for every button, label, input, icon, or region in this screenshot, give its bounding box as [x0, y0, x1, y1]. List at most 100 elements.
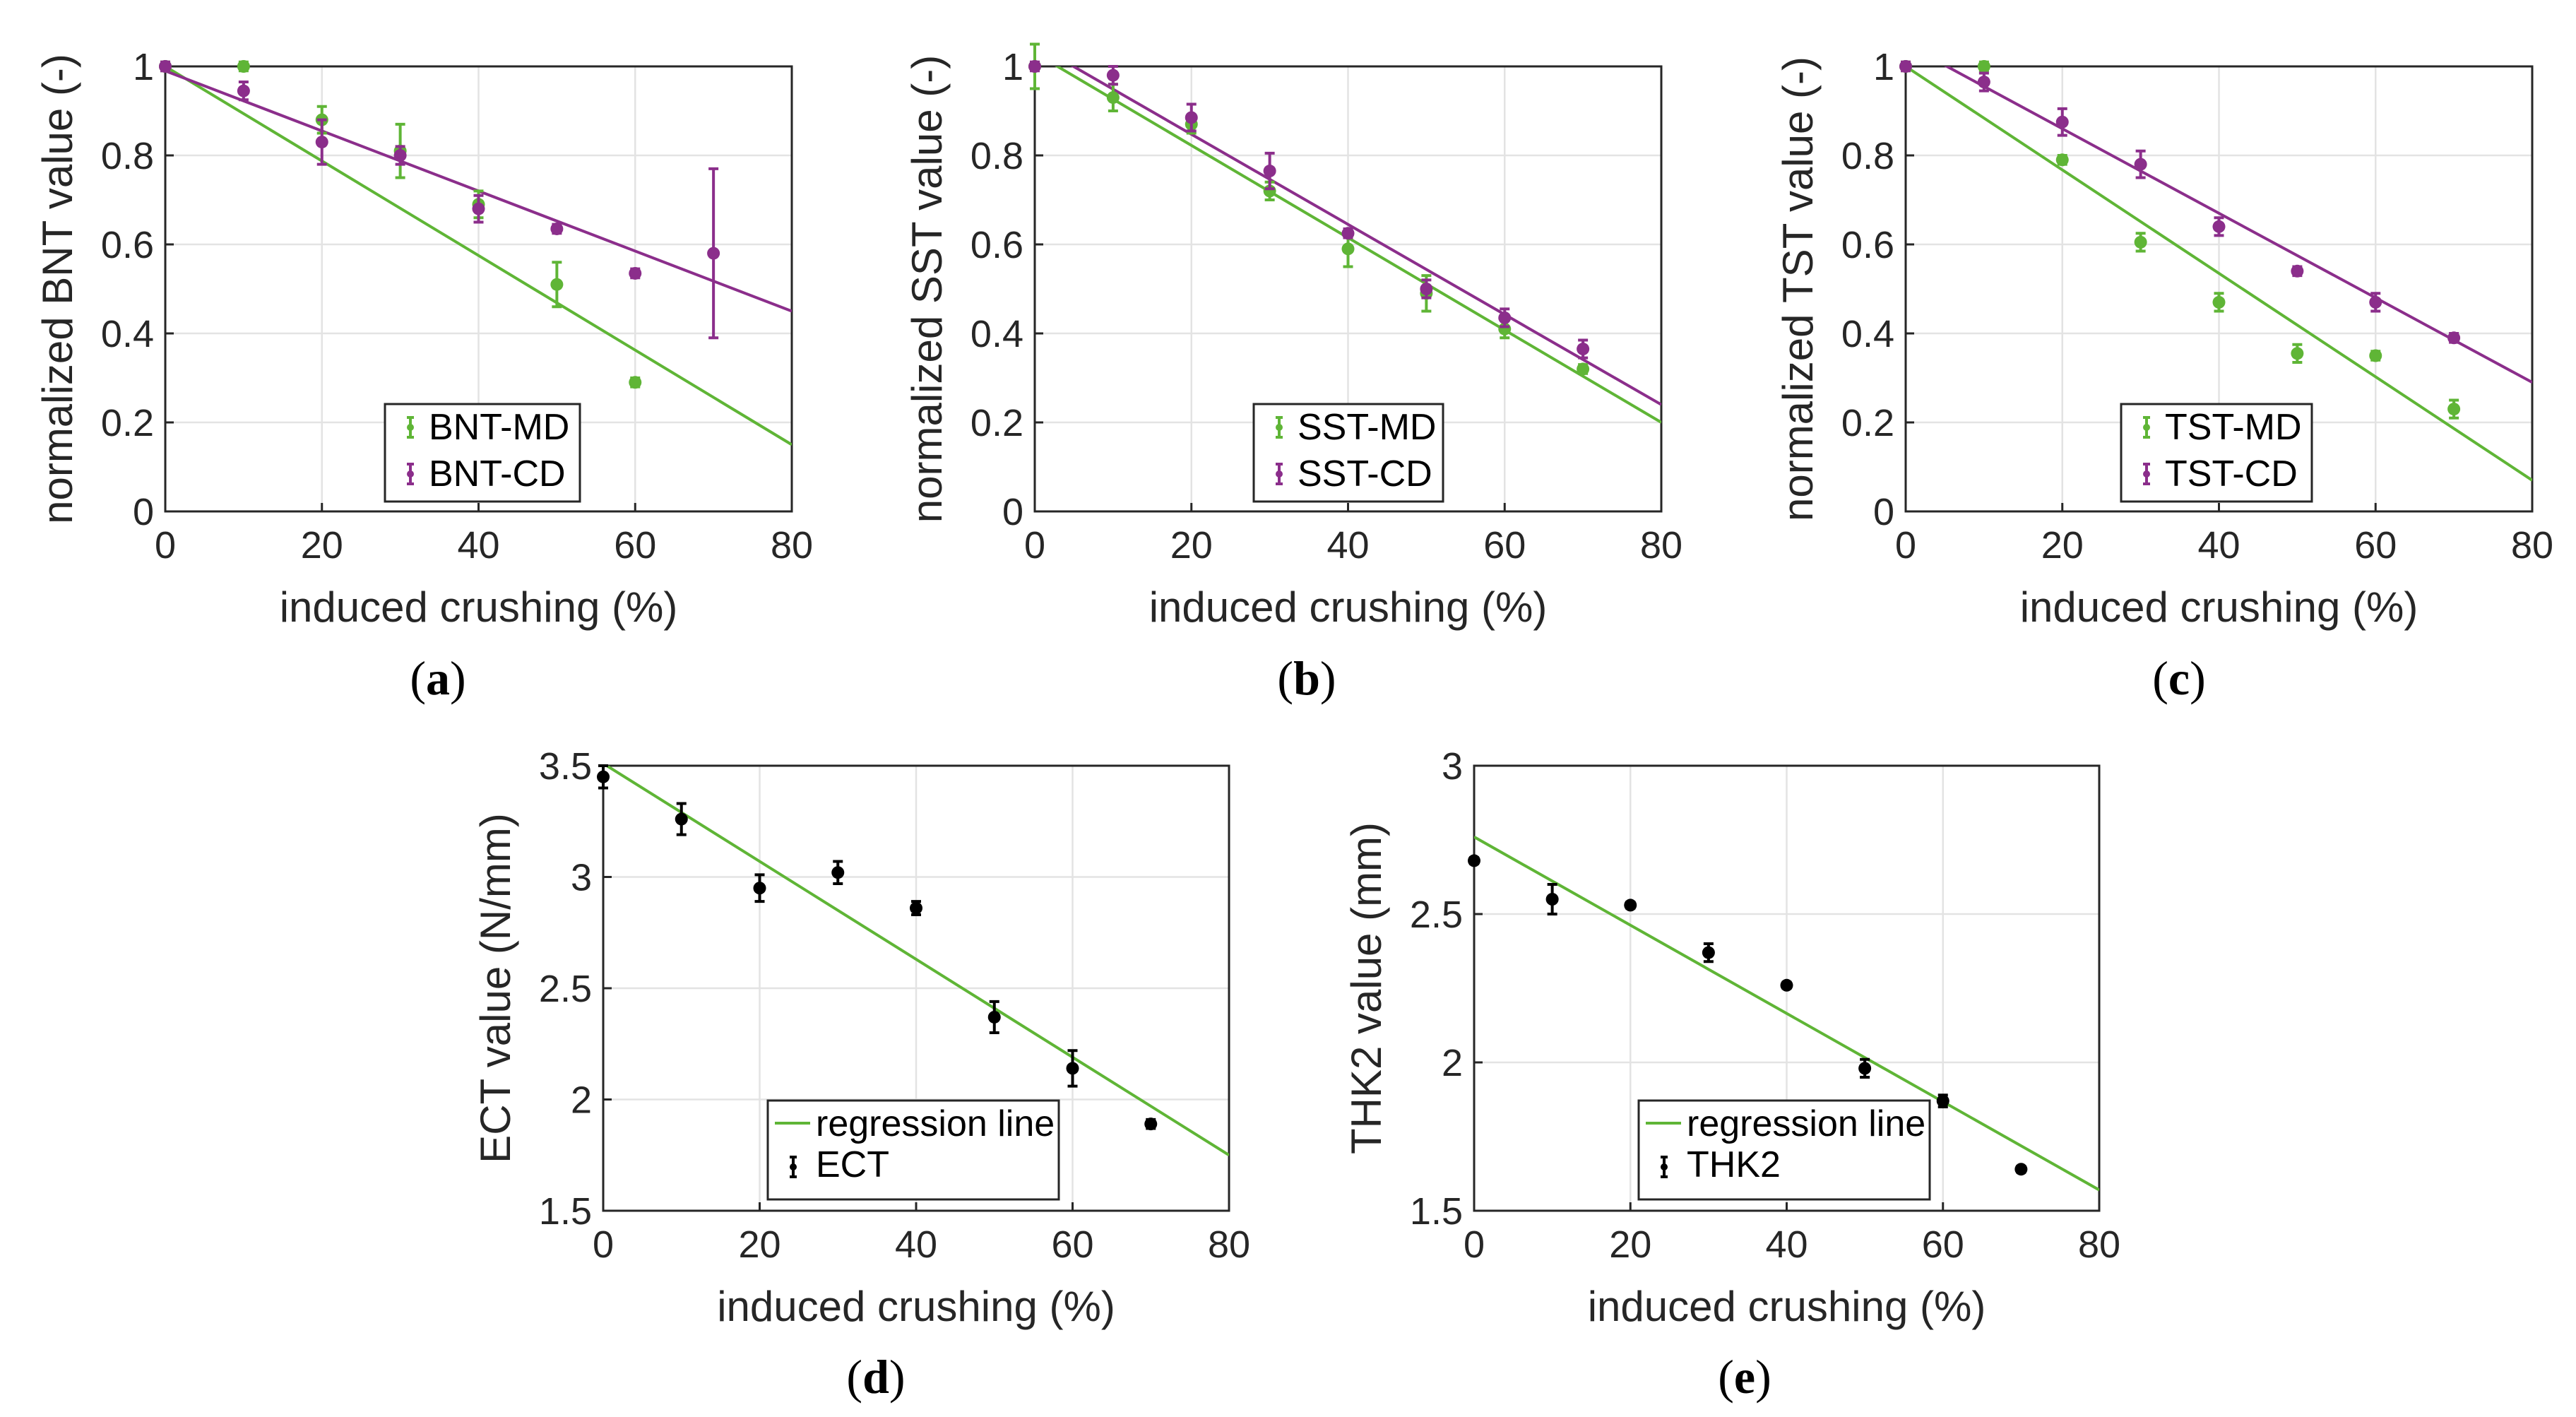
- panel-letter: e: [1734, 1350, 1755, 1404]
- y-tick-label: 2.5: [1410, 894, 1463, 936]
- data-point-tst-md: [2447, 403, 2461, 416]
- y-tick-label: 0.2: [971, 402, 1023, 444]
- y-tick-label: 3: [571, 857, 592, 899]
- y-tick-label: 0.4: [1841, 313, 1894, 355]
- y-axis-title: ECT value (N/mm): [472, 813, 519, 1163]
- chart-panel-e: 0 20 40 60 80 1.5 2 2.5 3 induced crushing (%) THK…: [1343, 745, 2120, 1404]
- data-point-thk2: [1624, 899, 1637, 912]
- legend-marker-dot: [1276, 470, 1283, 478]
- y-tick-label: 0.4: [101, 313, 154, 355]
- data-point-tst-cd: [1977, 76, 1990, 89]
- data-point-ect: [1144, 1117, 1158, 1131]
- legend-box: [1252, 403, 1444, 503]
- data-point-bnt-cd: [159, 60, 172, 73]
- data-point-ect: [910, 901, 922, 915]
- data-point-bnt-cd: [393, 149, 407, 162]
- panel-label: (c): [2152, 651, 2206, 705]
- legend-box: [384, 403, 581, 503]
- legend-box: [1637, 1099, 1931, 1201]
- regression-line-bnt-md: [165, 66, 792, 446]
- data-point-bnt-md: [550, 278, 564, 291]
- legend-box: [766, 1099, 1060, 1201]
- regression-line-tst-md: [1906, 66, 2532, 482]
- y-axis-title: normalized SST value (-): [903, 55, 951, 523]
- data-point-tst-cd: [2212, 220, 2226, 233]
- data-point-tst-md: [2134, 235, 2147, 249]
- x-tick-label: 0: [1895, 524, 1916, 567]
- data-point-tst-cd: [2134, 158, 2147, 171]
- data-point-thk2: [1858, 1062, 1872, 1075]
- x-tick-label: 0: [593, 1223, 614, 1266]
- data-point-tst-cd: [1899, 60, 1912, 73]
- data-point-bnt-cd: [707, 247, 720, 260]
- y-tick-label: 2: [1442, 1042, 1463, 1084]
- regression-line-sst-cd: [1070, 66, 1661, 406]
- panel-label: (d): [846, 1350, 905, 1404]
- data-point-thk2: [1780, 978, 1793, 992]
- y-axis-title: normalized TST value (-): [1774, 57, 1822, 521]
- data-point-tst-md: [2369, 349, 2382, 362]
- panel-letter: d: [862, 1350, 889, 1404]
- legend-label-series: THK2: [1687, 1144, 1781, 1185]
- y-tick-label: 1: [1873, 46, 1894, 88]
- data-point-sst-cd: [1420, 283, 1433, 295]
- data-point-bnt-cd: [629, 266, 642, 280]
- regression-line-tst-cd: [1944, 66, 2532, 384]
- y-tick-label: 3: [1442, 745, 1463, 788]
- data-point-sst-cd: [1341, 227, 1355, 240]
- legend-marker-dot: [407, 470, 414, 478]
- legend-label-tst-cd: TST-CD: [2165, 453, 2298, 494]
- x-tick-label: 80: [1640, 524, 1682, 567]
- y-tick-label: 1: [1002, 46, 1023, 88]
- data-point-sst-cd: [1106, 69, 1120, 82]
- regression-line-thk2: [1474, 836, 2099, 1192]
- data-point-bnt-cd: [237, 84, 250, 97]
- legend-marker-dot: [790, 1163, 797, 1170]
- data-point-sst-cd: [1263, 165, 1276, 178]
- data-point-thk2: [1702, 946, 1715, 959]
- x-tick-label: 20: [1609, 1223, 1651, 1266]
- legend-label-sst-md: SST-MD: [1298, 407, 1436, 448]
- data-point-sst-md: [1341, 242, 1355, 256]
- data-point-thk2: [2014, 1163, 2028, 1176]
- data-point-bnt-md: [237, 60, 250, 73]
- y-tick-label: 0.8: [101, 135, 154, 177]
- plot-area: [1474, 836, 2099, 1192]
- x-tick-label: 60: [1483, 524, 1526, 567]
- data-point-bnt-cd: [315, 136, 328, 149]
- x-tick-label: 0: [1024, 524, 1045, 567]
- x-tick-label: 60: [614, 524, 656, 567]
- data-point-thk2: [1936, 1094, 1949, 1108]
- regression-line-ect: [604, 766, 1229, 1156]
- y-tick-label: 0.6: [1841, 224, 1894, 266]
- data-point-ect: [1066, 1062, 1079, 1075]
- data-point-ect: [831, 866, 845, 879]
- data-point-bnt-cd: [550, 222, 564, 235]
- x-axis-title: induced crushing (%): [2020, 583, 2418, 631]
- data-point-bnt-md: [629, 376, 642, 389]
- panel-label: (e): [1718, 1350, 1771, 1404]
- x-tick-label: 60: [1922, 1223, 1964, 1266]
- x-tick-label: 40: [457, 524, 499, 567]
- data-point-tst-md: [2212, 295, 2226, 309]
- y-tick-label: 1: [133, 46, 154, 88]
- x-axis-title: induced crushing (%): [1588, 1283, 1986, 1330]
- x-tick-label: 40: [1765, 1223, 1808, 1266]
- x-tick-label: 20: [2041, 524, 2084, 567]
- legend-box: [2120, 403, 2313, 503]
- y-tick-label: 0: [1002, 491, 1023, 533]
- chart-panel-a: 0 20 40 60 80 0 0.2 0.4 0.6 0.8 1 induced crushing …: [34, 46, 813, 705]
- legend-label-tst-md: TST-MD: [2165, 407, 2302, 448]
- y-tick-label: 0.6: [971, 224, 1023, 266]
- chart-panel-d: 0 20 40 60 80 1.5 2 2.5 3 3.5 induced crushing (%)…: [472, 745, 1250, 1404]
- x-tick-label: 40: [1326, 524, 1369, 567]
- y-tick-label: 1.5: [539, 1190, 592, 1233]
- y-tick-label: 2.5: [539, 968, 592, 1010]
- legend-label-regression: regression line: [816, 1103, 1055, 1144]
- y-tick-label: 0: [1873, 491, 1894, 533]
- panel-letter: b: [1293, 651, 1320, 705]
- y-axis-title: THK2 value (mm): [1343, 822, 1390, 1154]
- data-point-ect: [675, 812, 688, 826]
- x-tick-label: 20: [738, 1223, 780, 1266]
- x-tick-label: 40: [2197, 524, 2240, 567]
